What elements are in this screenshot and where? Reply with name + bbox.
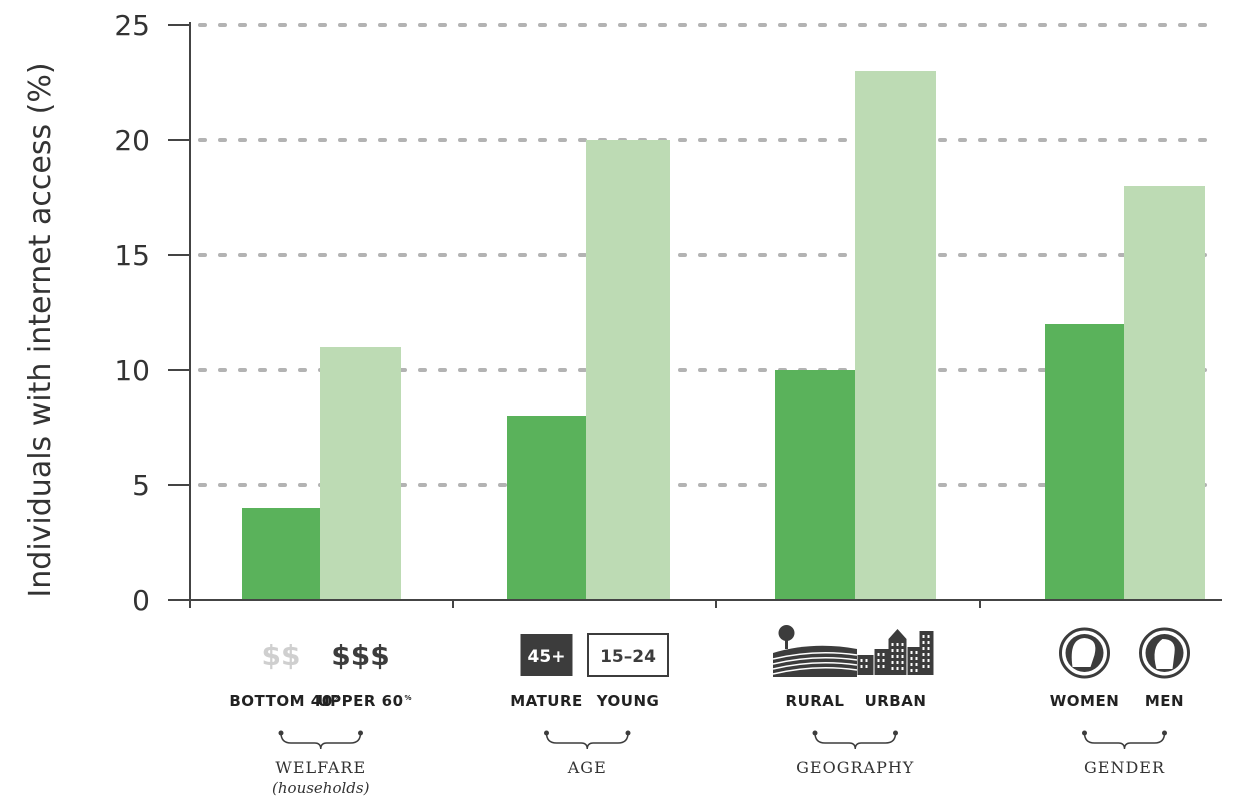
triple-dollar-icon: $$$: [331, 639, 389, 672]
y-tick-label: 0: [132, 584, 150, 617]
y-tick-label: 15: [114, 239, 150, 272]
category-label-superscript: %: [405, 694, 412, 702]
y-tick-label: 25: [114, 9, 150, 42]
group-brace: [814, 732, 897, 750]
category-label: UPPER 60: [317, 692, 403, 710]
y-tick-label: 20: [114, 124, 150, 157]
bar-bottom-40: [242, 508, 320, 600]
group-sublabel: (households): [272, 779, 370, 797]
svg-text:$$: $$: [262, 639, 301, 672]
group-label: WELFARE: [275, 758, 366, 777]
y-axis-label: Individuals with internet access (%): [23, 62, 58, 597]
bar-men: [1124, 186, 1205, 600]
bar-mature: [507, 416, 586, 600]
brace-end-dot: [1082, 730, 1087, 736]
bar-young: [586, 140, 670, 600]
age-45-plus-icon: 45+: [520, 634, 573, 676]
category-label: MEN: [1145, 692, 1184, 710]
category-label: URBAN: [865, 692, 927, 710]
grid-lines: [198, 23, 1214, 487]
brace-end-dot: [544, 730, 549, 736]
city-buildings-icon: [857, 629, 934, 675]
category-label-superscript: %: [334, 694, 341, 702]
category-label: RURAL: [786, 692, 845, 710]
bar-upper-60: [320, 347, 401, 600]
svg-text:$$$: $$$: [331, 639, 389, 672]
brace-end-dot: [893, 730, 898, 736]
man-head-icon: [1139, 627, 1190, 679]
category-label: BOTTOM 40: [229, 692, 332, 710]
bar-rural: [775, 370, 855, 600]
group-brace: [545, 732, 629, 750]
group-label: GENDER: [1084, 758, 1165, 777]
single-dollar-icon: $$: [262, 639, 301, 672]
bar-women: [1045, 324, 1124, 600]
group-brace: [280, 732, 362, 750]
woman-head-icon: [1059, 627, 1110, 679]
y-tick-label: 10: [114, 354, 150, 387]
brace-end-dot: [625, 730, 631, 736]
brace-end-dot: [358, 730, 363, 736]
group-label: GEOGRAPHY: [796, 758, 914, 777]
rural-field-icon: [772, 625, 858, 677]
bars: [242, 71, 1205, 600]
svg-text:45+: 45+: [528, 647, 566, 667]
category-label: YOUNG: [596, 692, 660, 710]
brace-end-dot: [1162, 730, 1167, 736]
y-tick-label: 5: [132, 469, 150, 502]
age-15-24-icon: 15–24: [587, 633, 669, 677]
category-label: WOMEN: [1050, 692, 1120, 710]
bar-urban: [855, 71, 936, 600]
category-labels: $$ BOTTOM 40 % $$$ UPPER 60 % WELFARE (househol…: [229, 625, 1190, 797]
brace-end-dot: [812, 730, 818, 736]
group-label: AGE: [567, 758, 607, 777]
svg-text:15–24: 15–24: [600, 647, 656, 667]
axes: 0 5 10 15 20 25: [114, 9, 1222, 617]
group-brace: [1083, 732, 1166, 750]
brace-end-dot: [278, 730, 284, 736]
category-label: MATURE: [510, 692, 583, 710]
